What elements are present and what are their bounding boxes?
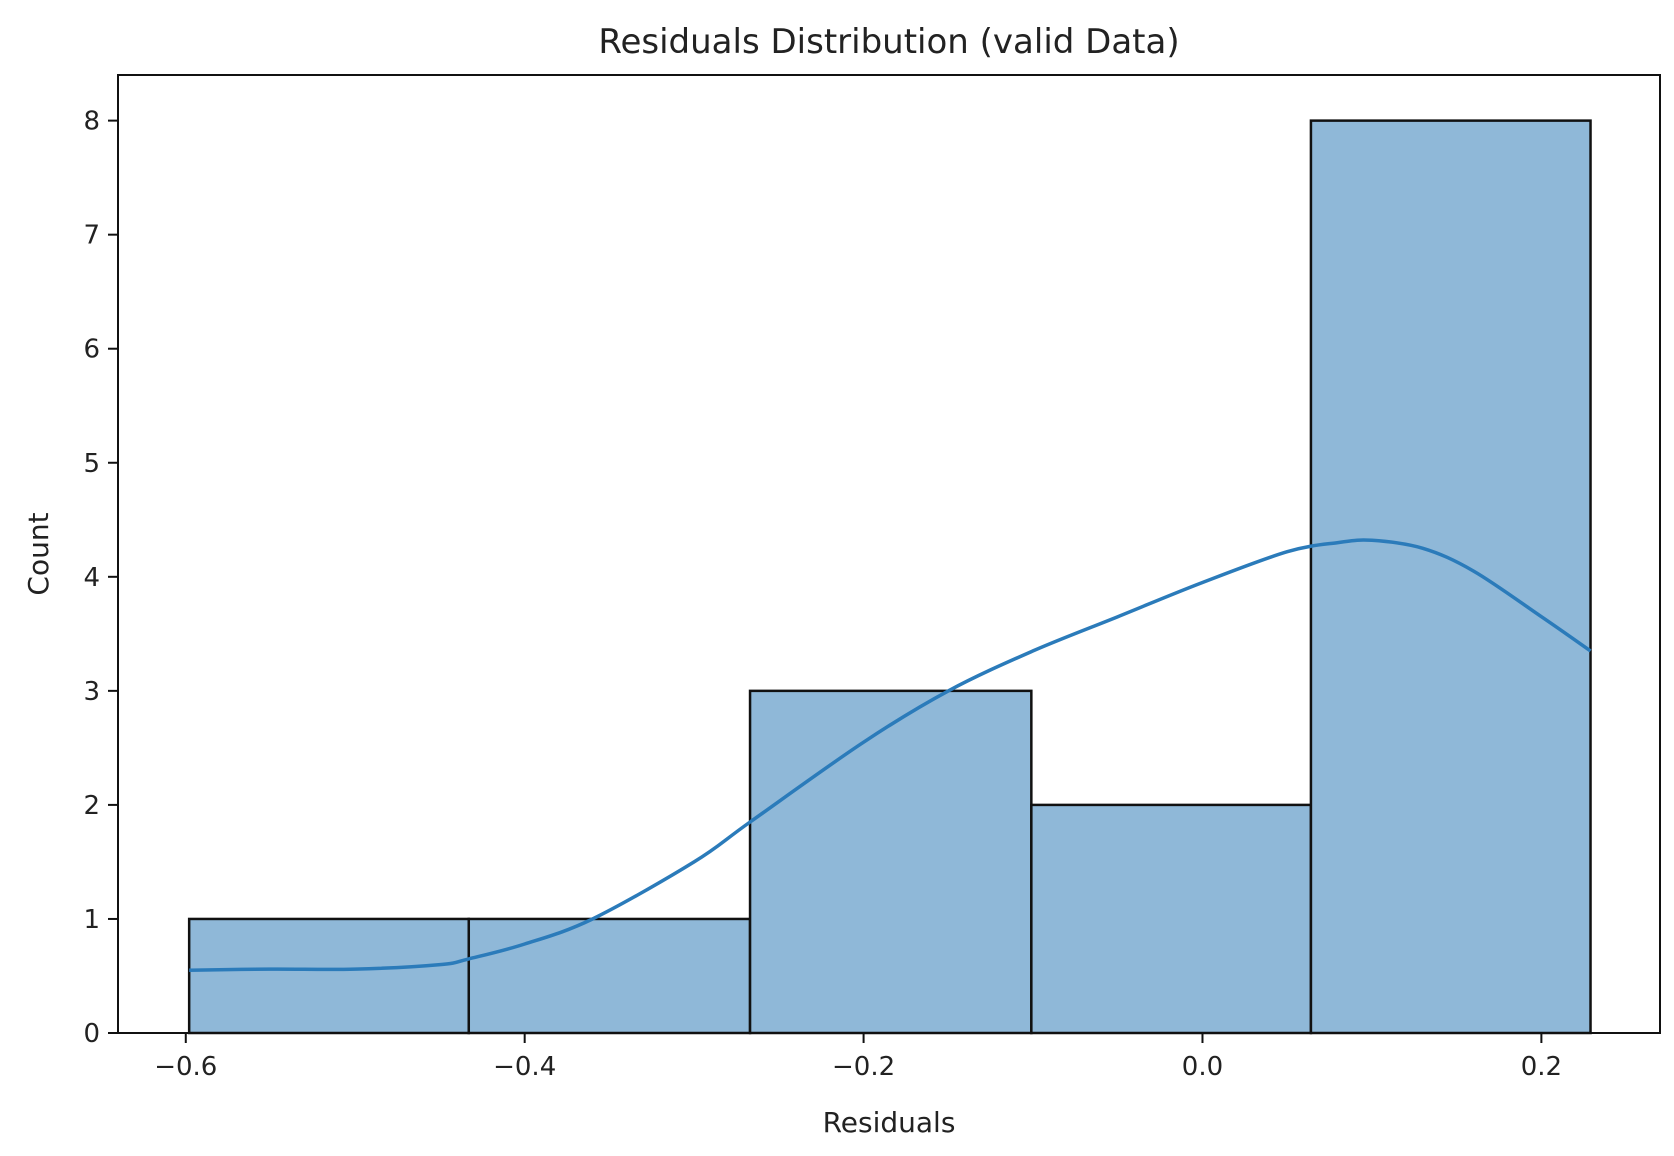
y-tick-label: 8 xyxy=(83,107,100,137)
y-tick-label: 5 xyxy=(83,449,100,479)
kde-curve xyxy=(189,538,1592,973)
x-axis: −0.6 −0.4 −0.2 0.0 0.2 xyxy=(154,1033,1562,1082)
histogram-bar xyxy=(748,689,1033,1035)
y-tick-label: 1 xyxy=(83,905,100,935)
y-tick-label: 2 xyxy=(83,791,100,821)
y-axis-label: Count xyxy=(22,512,55,595)
x-tick-label: −0.4 xyxy=(493,1052,556,1082)
x-axis-label: Residuals xyxy=(823,1106,956,1139)
x-tick-label: 0.0 xyxy=(1182,1052,1223,1082)
histogram-bar xyxy=(1030,803,1313,1035)
y-tick-label: 4 xyxy=(83,563,100,593)
y-tick-label: 0 xyxy=(83,1019,100,1049)
y-tick-label: 7 xyxy=(83,221,100,251)
histogram-bars xyxy=(187,119,1592,1035)
y-tick-label: 3 xyxy=(83,677,100,707)
plot-frame xyxy=(117,74,1661,1034)
chart-title: Residuals Distribution (valid Data) xyxy=(598,22,1179,62)
x-tick-label: −0.6 xyxy=(154,1052,217,1082)
x-tick-label: −0.2 xyxy=(832,1052,895,1082)
histogram-bar xyxy=(467,917,752,1035)
y-tick-label: 6 xyxy=(83,335,100,365)
x-tick-label: 0.2 xyxy=(1521,1052,1562,1082)
histogram-bar xyxy=(187,917,471,1035)
histogram-bar xyxy=(1309,119,1592,1035)
y-axis: 0 1 2 3 4 5 6 7 8 xyxy=(83,107,118,1049)
